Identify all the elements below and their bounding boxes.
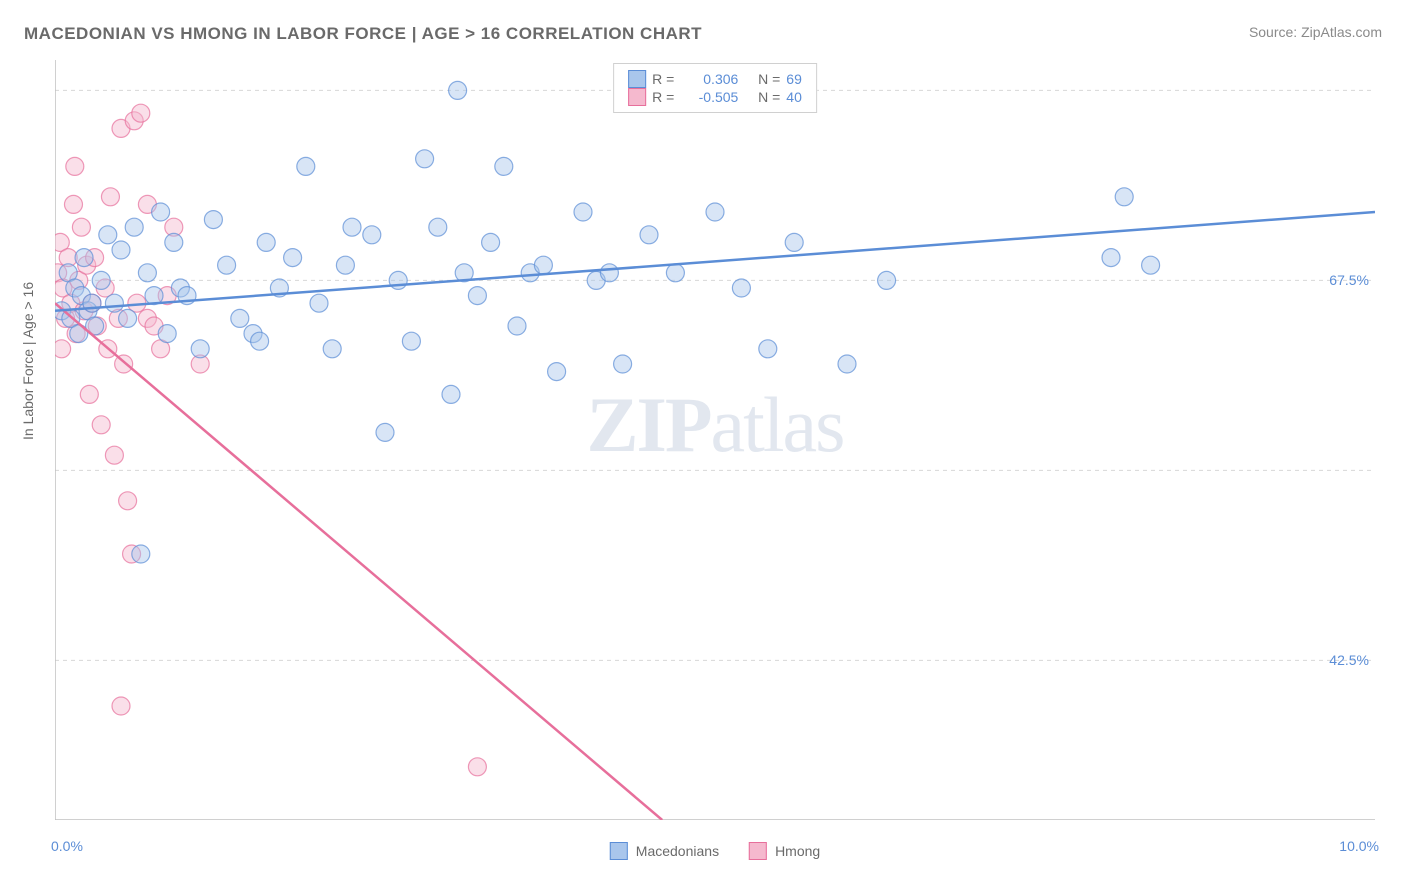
source-prefix: Source: — [1249, 24, 1301, 40]
legend-item-hmong: Hmong — [749, 842, 820, 860]
source-link[interactable]: ZipAtlas.com — [1301, 24, 1382, 40]
series-legend: Macedonians Hmong — [610, 842, 820, 860]
chart-title: MACEDONIAN VS HMONG IN LABOR FORCE | AGE… — [24, 24, 702, 44]
y-tick-label: 67.5% — [1329, 272, 1369, 288]
n-label: N = — [758, 89, 780, 105]
chart-area: R = 0.306 N = 69 R = -0.505 N = 40 ZIPat… — [55, 60, 1375, 820]
swatch-macedonians — [628, 70, 646, 88]
legend-label-hmong: Hmong — [775, 843, 820, 859]
x-axis-min-label: 0.0% — [51, 838, 83, 854]
stats-row-hmong: R = -0.505 N = 40 — [628, 88, 802, 106]
x-axis-max-label: 10.0% — [1339, 838, 1379, 854]
n-value-macedonians: 69 — [786, 71, 802, 87]
r-value-macedonians: 0.306 — [680, 71, 738, 87]
source-attribution: Source: ZipAtlas.com — [1249, 24, 1382, 40]
y-axis-label: In Labor Force | Age > 16 — [20, 282, 36, 440]
stats-row-macedonians: R = 0.306 N = 69 — [628, 70, 802, 88]
swatch-macedonians-icon — [610, 842, 628, 860]
swatch-hmong — [628, 88, 646, 106]
swatch-hmong-icon — [749, 842, 767, 860]
scatter-chart — [55, 60, 1375, 820]
n-label: N = — [758, 71, 780, 87]
r-label: R = — [652, 89, 674, 105]
legend-label-macedonians: Macedonians — [636, 843, 719, 859]
legend-item-macedonians: Macedonians — [610, 842, 719, 860]
stats-legend: R = 0.306 N = 69 R = -0.505 N = 40 — [613, 63, 817, 113]
y-tick-label: 42.5% — [1329, 652, 1369, 668]
r-value-hmong: -0.505 — [680, 89, 738, 105]
r-label: R = — [652, 71, 674, 87]
n-value-hmong: 40 — [786, 89, 802, 105]
